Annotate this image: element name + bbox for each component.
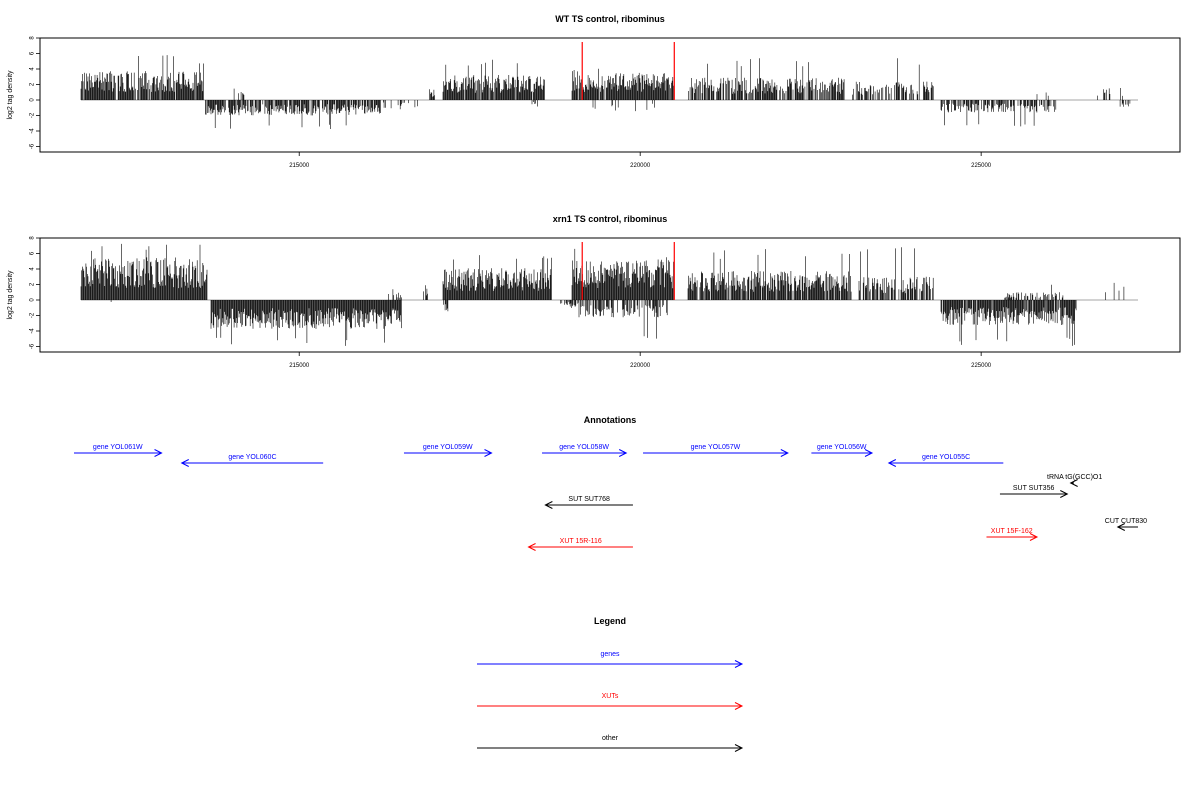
feature-arrow-head — [180, 459, 189, 467]
y-tick-label: -6 — [30, 143, 36, 149]
x-tick-label: 215000 — [289, 163, 310, 169]
feature-gene-yol056w: gene YOL056W — [811, 444, 874, 457]
feature-label: gene YOL059W — [423, 444, 473, 451]
annotations-panel: Annotations gene YOL061W gene YOL060C gene … — [74, 415, 1147, 551]
legend-arrow-head — [734, 744, 744, 752]
y-tick-label: 2 — [30, 82, 36, 86]
feature-label: gene YOL056W — [817, 444, 867, 451]
x-tick-label: 220000 — [630, 163, 651, 169]
feature-label: CUT CUT830 — [1105, 518, 1147, 525]
feature-gene-yol059w: gene YOL059W — [403, 444, 493, 457]
feature-gene-yol055c: gene YOL055C — [887, 454, 1004, 467]
feature-label: gene YOL060C — [228, 454, 276, 461]
chart-title: xrn1 TS control, ribominus — [553, 214, 668, 224]
feature-label: SUT SUT356 — [1013, 485, 1055, 492]
legend-arrow-head — [734, 702, 744, 710]
y-tick-label: 8 — [30, 36, 36, 40]
wt-track-panel: WT TS control, ribominus log2 tag density… — [7, 14, 1181, 169]
feature-xut-15f-162: XUT 15F-162 — [986, 528, 1039, 541]
legend-title: Legend — [594, 616, 626, 626]
feature-label: gene YOL057W — [691, 444, 741, 451]
feature-arrow-head — [484, 449, 493, 457]
feature-sut-sut356: SUT SUT356 — [999, 485, 1069, 498]
coverage-bars — [80, 243, 1125, 346]
feature-arrow-head — [154, 449, 163, 457]
feature-arrow-head — [864, 449, 874, 457]
feature-label: gene YOL058W — [559, 444, 609, 451]
feature-arrow-head — [887, 459, 897, 467]
y-tick-label: 4 — [30, 267, 36, 271]
annotations-title: Annotations — [584, 415, 637, 425]
plot-frame — [39, 237, 1181, 353]
feature-gene-yol060c: gene YOL060C — [180, 454, 324, 467]
feature-sut-sut768: SUT SUT768 — [544, 496, 633, 509]
feature-arrow-head — [780, 449, 789, 457]
feature-arrow-head — [527, 543, 536, 551]
feature-arrow-head — [544, 501, 553, 509]
legend-item-xuts: XUTs — [477, 693, 744, 710]
legend-item-other: other — [477, 735, 744, 752]
y-tick-label: 4 — [30, 67, 36, 71]
feature-xut-15r-116: XUT 15R-116 — [527, 538, 633, 551]
feature-arrow-head — [1116, 523, 1126, 531]
y-tick-label: -2 — [30, 312, 36, 318]
xrn1-track-panel: xrn1 TS control, ribominus log2 tag densi… — [7, 214, 1181, 369]
feature-gene-yol057w: gene YOL057W — [643, 444, 789, 457]
y-tick-label: 8 — [30, 236, 36, 240]
feature-trna-tg-gcc-o1: tRNA tG(GCC)O1 — [1047, 474, 1102, 487]
y-tick-label: 6 — [30, 251, 36, 255]
feature-label: XUT 15R-116 — [560, 538, 602, 545]
legend-label: other — [602, 735, 619, 742]
feature-label: SUT SUT768 — [568, 496, 610, 503]
y-tick-label: 0 — [30, 298, 36, 302]
y-tick-label: 2 — [30, 282, 36, 286]
legend-label: genes — [600, 651, 620, 658]
plot-frame — [39, 37, 1181, 153]
y-axis-label: log2 tag density — [7, 70, 14, 120]
y-tick-label: 0 — [30, 98, 36, 102]
x-tick-label: 225000 — [971, 163, 992, 169]
y-tick-label: -2 — [30, 112, 36, 118]
y-tick-label: -4 — [30, 128, 36, 134]
feature-label: gene YOL055C — [922, 454, 970, 461]
feature-label: XUT 15F-162 — [991, 528, 1033, 535]
coverage-bars — [80, 55, 1131, 129]
feature-gene-yol061w: gene YOL061W — [74, 444, 163, 457]
legend-arrow-head — [734, 660, 744, 668]
x-tick-label: 220000 — [630, 363, 651, 369]
x-tick-label: 215000 — [289, 363, 310, 369]
feature-arrow-head — [618, 449, 628, 457]
y-tick-label: -4 — [30, 328, 36, 334]
feature-arrow-head — [1069, 479, 1078, 487]
feature-arrow-head — [1060, 490, 1069, 498]
feature-gene-yol058w: gene YOL058W — [542, 444, 628, 457]
y-axis-label: log2 tag density — [7, 270, 14, 320]
y-tick-label: 6 — [30, 51, 36, 55]
legend-panel: Legend genes XUTs other — [477, 616, 744, 752]
legend-item-genes: genes — [477, 651, 744, 668]
legend-label: XUTs — [602, 693, 619, 700]
chart-title: WT TS control, ribominus — [555, 14, 665, 24]
feature-cut-cut830: CUT CUT830 — [1105, 518, 1147, 531]
feature-label: gene YOL061W — [93, 444, 143, 451]
y-tick-label: -6 — [30, 343, 36, 349]
feature-label: tRNA tG(GCC)O1 — [1047, 474, 1102, 481]
x-tick-label: 225000 — [971, 363, 992, 369]
feature-arrow-head — [1029, 533, 1039, 541]
